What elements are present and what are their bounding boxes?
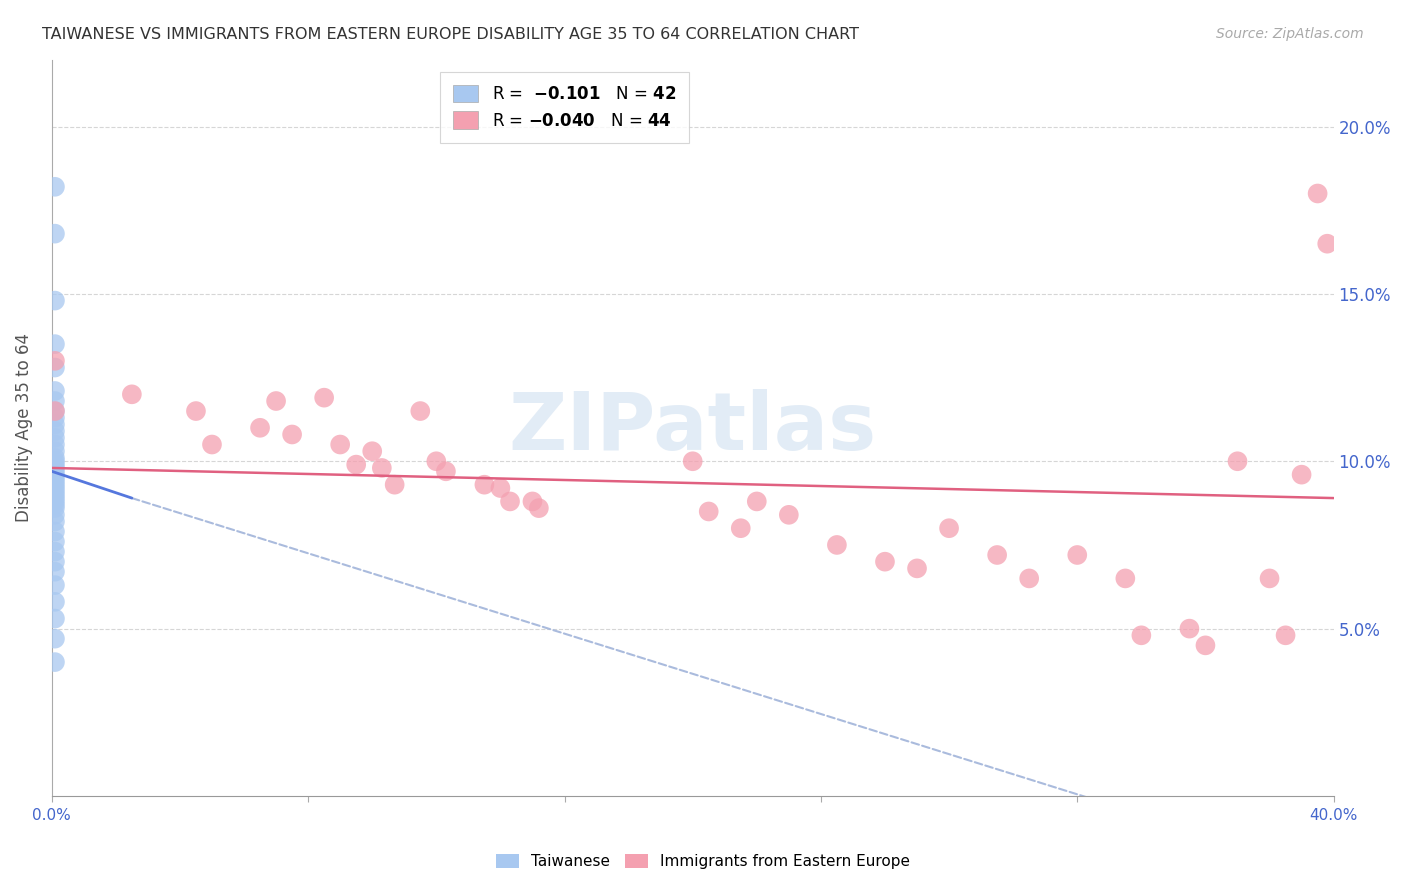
Point xyxy=(499,494,522,508)
Point xyxy=(1316,236,1339,251)
Point xyxy=(44,179,66,194)
Point xyxy=(745,494,768,508)
Point xyxy=(1114,571,1136,585)
Point xyxy=(697,504,720,518)
Point xyxy=(44,354,66,368)
Point xyxy=(44,227,66,241)
Point xyxy=(527,501,550,516)
Point xyxy=(44,410,66,425)
Text: TAIWANESE VS IMMIGRANTS FROM EASTERN EUROPE DISABILITY AGE 35 TO 64 CORRELATION : TAIWANESE VS IMMIGRANTS FROM EASTERN EUR… xyxy=(42,27,859,42)
Point xyxy=(314,391,336,405)
Point xyxy=(44,444,66,458)
Point xyxy=(44,578,66,592)
Point xyxy=(682,454,704,468)
Point xyxy=(1306,186,1329,201)
Point xyxy=(778,508,800,522)
Point xyxy=(44,431,66,445)
Point xyxy=(44,595,66,609)
Point xyxy=(873,555,896,569)
Point xyxy=(44,488,66,502)
Point xyxy=(44,655,66,669)
Point xyxy=(1291,467,1313,482)
Legend: R =  $\mathbf{-0.101}$   N = $\mathbf{42}$, R = $\mathbf{-0.040}$   N = $\mathbf: R = $\mathbf{-0.101}$ N = $\mathbf{42}$,… xyxy=(440,71,689,143)
Point xyxy=(44,437,66,451)
Point xyxy=(44,461,66,475)
Point xyxy=(384,477,406,491)
Point xyxy=(44,524,66,539)
Point xyxy=(44,404,66,418)
Point xyxy=(986,548,1008,562)
Point xyxy=(344,458,367,472)
Point xyxy=(44,467,66,482)
Point xyxy=(44,454,66,468)
Point xyxy=(44,458,66,472)
Point xyxy=(1274,628,1296,642)
Point xyxy=(44,394,66,409)
Point xyxy=(44,464,66,478)
Point xyxy=(44,481,66,495)
Point xyxy=(1194,638,1216,652)
Point xyxy=(1066,548,1088,562)
Point xyxy=(44,471,66,485)
Point xyxy=(1130,628,1153,642)
Point xyxy=(1226,454,1249,468)
Point xyxy=(44,384,66,398)
Point xyxy=(905,561,928,575)
Point xyxy=(44,501,66,516)
Point xyxy=(825,538,848,552)
Point xyxy=(44,424,66,438)
Point xyxy=(44,494,66,508)
Point xyxy=(44,337,66,351)
Point xyxy=(522,494,544,508)
Point xyxy=(44,565,66,579)
Text: ZIPatlas: ZIPatlas xyxy=(509,389,877,467)
Point xyxy=(44,475,66,489)
Point xyxy=(184,404,207,418)
Point xyxy=(121,387,143,401)
Point xyxy=(44,515,66,529)
Point xyxy=(264,394,287,409)
Point xyxy=(44,404,66,418)
Point xyxy=(44,360,66,375)
Point xyxy=(44,611,66,625)
Point xyxy=(44,555,66,569)
Point xyxy=(371,461,394,475)
Point xyxy=(44,508,66,522)
Point xyxy=(44,477,66,491)
Point xyxy=(44,498,66,512)
Legend: Taiwanese, Immigrants from Eastern Europe: Taiwanese, Immigrants from Eastern Europ… xyxy=(489,848,917,875)
Text: Source: ZipAtlas.com: Source: ZipAtlas.com xyxy=(1216,27,1364,41)
Point xyxy=(489,481,512,495)
Point xyxy=(434,464,457,478)
Point xyxy=(361,444,384,458)
Point xyxy=(425,454,447,468)
Point xyxy=(44,632,66,646)
Point xyxy=(474,477,496,491)
Point xyxy=(249,421,271,435)
Point xyxy=(44,450,66,465)
Y-axis label: Disability Age 35 to 64: Disability Age 35 to 64 xyxy=(15,334,32,523)
Point xyxy=(44,544,66,558)
Point xyxy=(44,491,66,505)
Point xyxy=(201,437,224,451)
Point xyxy=(409,404,432,418)
Point xyxy=(281,427,304,442)
Point xyxy=(1178,622,1201,636)
Point xyxy=(329,437,352,451)
Point xyxy=(730,521,752,535)
Point xyxy=(1258,571,1281,585)
Point xyxy=(44,534,66,549)
Point xyxy=(1018,571,1040,585)
Point xyxy=(44,417,66,432)
Point xyxy=(938,521,960,535)
Point xyxy=(44,484,66,499)
Point xyxy=(44,293,66,308)
